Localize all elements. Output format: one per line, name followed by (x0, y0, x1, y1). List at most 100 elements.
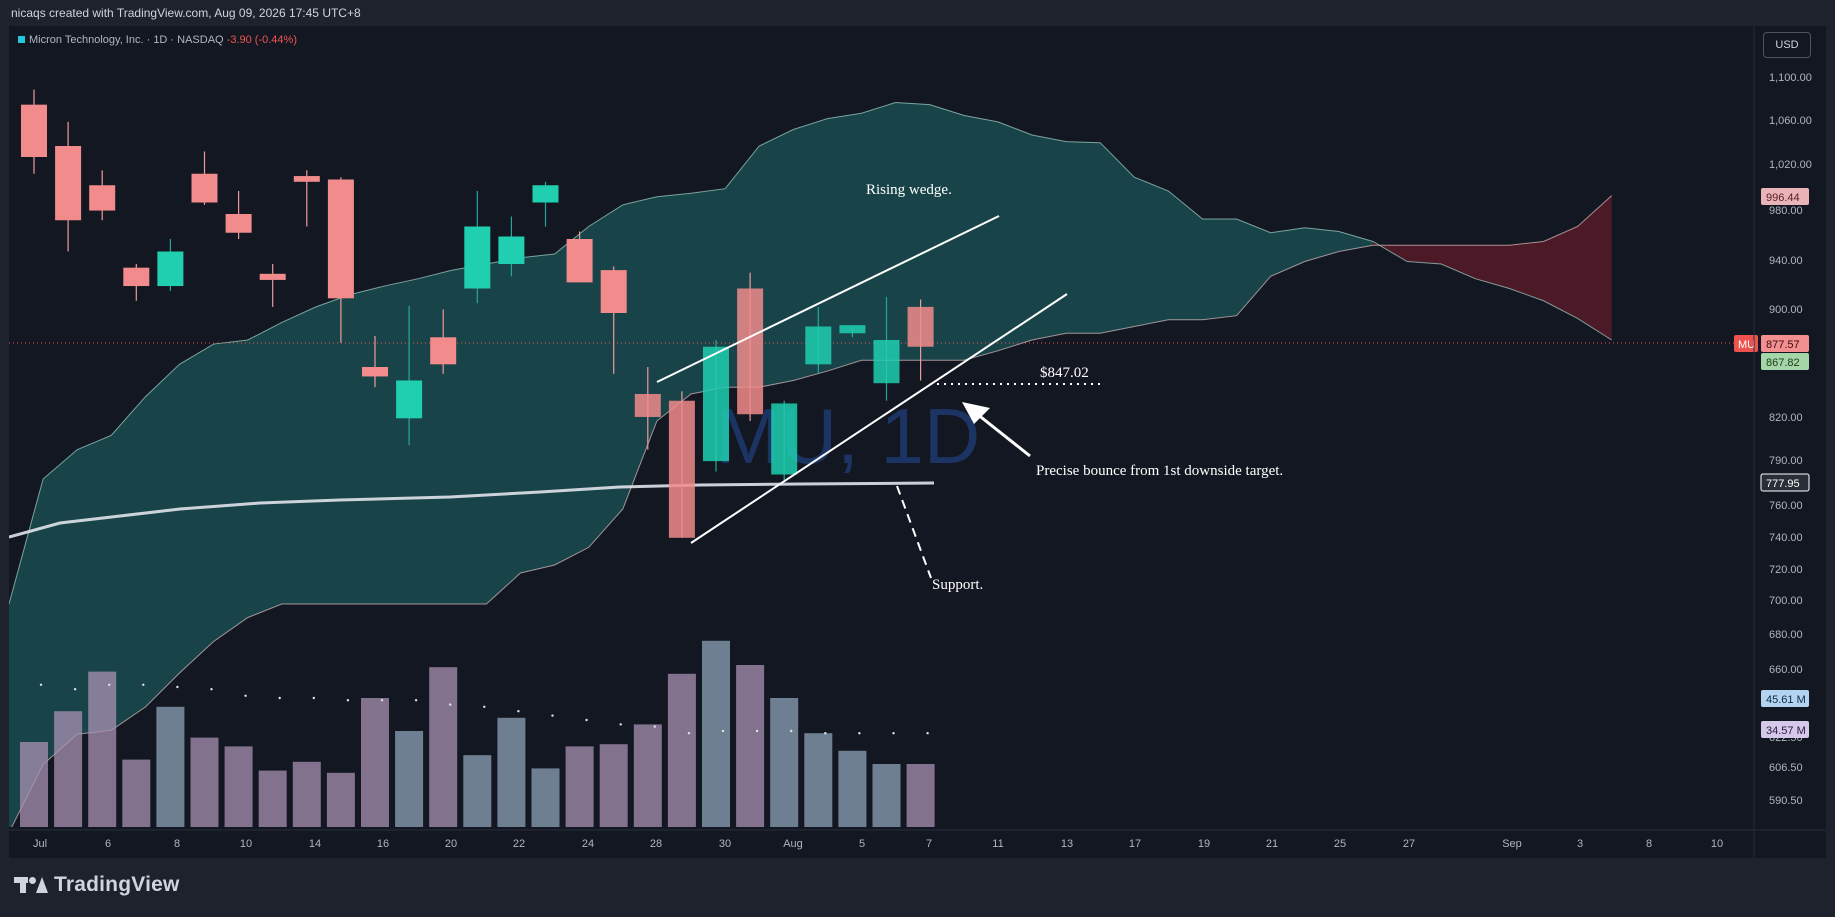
chart-panel[interactable] (9, 26, 1826, 858)
volume-ma-dot (142, 683, 145, 686)
price-axis-label-text: 34.57 M (1766, 725, 1806, 737)
candle-body (771, 403, 798, 475)
volume-ma-dot (278, 696, 281, 700)
y-axis-tick-label: 740.00 (1769, 532, 1803, 544)
candle (532, 181, 559, 227)
x-axis-tick-label: 13 (1061, 838, 1073, 850)
x-axis-tick-label: 25 (1334, 838, 1346, 850)
volume-ma-dot (108, 683, 111, 686)
volume-ma-dot (39, 683, 43, 686)
symbol-name: Micron Technology, Inc. · 1D · NASDAQ (29, 34, 224, 46)
x-axis-tick-label: 10 (240, 838, 252, 850)
candle-body (634, 394, 661, 417)
candle (191, 151, 218, 205)
volume-bar (463, 755, 492, 827)
moving-average-line (9, 481, 935, 539)
volume-bar (736, 665, 765, 827)
volume-bar (633, 724, 662, 827)
candle (396, 305, 423, 446)
symbol-color-dot (18, 36, 25, 43)
volume-ma-dot (824, 732, 827, 735)
candle (89, 170, 116, 221)
candle (634, 367, 661, 450)
volume-ma-dot (517, 710, 520, 713)
volume-bar (326, 772, 355, 827)
y-axis-tick-label: 606.50 (1769, 762, 1803, 774)
candle-body (225, 214, 252, 233)
x-axis-tick-label: 8 (1646, 838, 1652, 850)
volume-ma-dot (551, 714, 554, 717)
price-axis-label-text: 777.95 (1766, 478, 1800, 490)
x-axis-tick-label: 7 (926, 838, 932, 850)
volume-ma-dot (210, 688, 213, 691)
y-axis-tick-label: 980.00 (1769, 205, 1803, 217)
candle (430, 309, 457, 374)
candle-body (566, 239, 593, 283)
x-axis-tick-label: 30 (719, 838, 731, 850)
candle (362, 335, 388, 388)
x-axis-tick-label: 3 (1577, 838, 1583, 850)
candle-body (293, 176, 320, 182)
volume-ma-dot (619, 723, 622, 726)
candle (907, 299, 934, 381)
x-axis-tick-label: 8 (174, 838, 180, 850)
candle (805, 306, 832, 374)
y-axis-tick-label: 820.00 (1769, 412, 1803, 424)
volume-ma-dot (483, 705, 486, 708)
x-axis-tick-label: 24 (582, 838, 594, 850)
x-axis-tick-label: 14 (309, 838, 321, 850)
price-axis-label-bg (1760, 473, 1810, 492)
symbol-legend[interactable]: Micron Technology, Inc. · 1D · NASDAQ -3… (18, 34, 297, 46)
price-axis-label-text: 877.57 (1766, 339, 1800, 351)
price-axis-label-bg (1761, 188, 1809, 205)
ichimoku-cloud-bear (1373, 195, 1612, 340)
y-axis-tick-label: 1,100.00 (1769, 72, 1812, 84)
candle-body (737, 288, 764, 415)
x-axis-tick-label: 5 (859, 838, 865, 850)
candle (703, 340, 729, 472)
y-axis-tick-label: 660.00 (1769, 664, 1803, 676)
volume-ma-dot (585, 718, 588, 722)
x-axis-tick-label: Sep (1502, 838, 1522, 850)
candle (839, 325, 866, 338)
candle-body (873, 340, 900, 384)
price-axis-label-bg (1761, 690, 1809, 707)
candle-body (498, 236, 525, 264)
volume-bar (804, 733, 833, 827)
price-axis-label: 877.57 (1761, 335, 1809, 352)
volume-ma-dot (790, 729, 793, 733)
y-axis-tick-label: 700.00 (1769, 595, 1803, 607)
cloud-lower-line (11, 195, 1613, 827)
volume-ma-dot (414, 699, 418, 702)
volume-ma-dot (244, 694, 247, 697)
x-axis-tick-label: 16 (377, 838, 389, 850)
candle (259, 264, 286, 307)
chart-annotation: Rising wedge. (866, 182, 952, 198)
currency-button[interactable]: USD (1763, 32, 1811, 58)
volume-bar (770, 698, 799, 827)
candle (464, 191, 491, 304)
volume-ma-dot (721, 729, 725, 733)
wedge-lower-trendline (690, 293, 1068, 544)
price-axis-label: 867.82 (1761, 353, 1809, 370)
candle-body (55, 146, 82, 221)
brand-name: TradingView (54, 873, 180, 896)
candle-body (600, 270, 627, 313)
price-axis-label-text: 45.61 M (1766, 694, 1806, 706)
price-axis-label-text: MU (1738, 339, 1755, 351)
cloud-upper-line (9, 101, 1612, 605)
volume-bar (531, 768, 560, 827)
candle (327, 177, 354, 343)
candle (123, 264, 150, 301)
x-axis-tick-label: 11 (992, 838, 1003, 850)
candle-body (362, 367, 388, 377)
x-axis-tick-label: 27 (1403, 838, 1415, 850)
candle-body (464, 226, 491, 289)
volume-bar (190, 737, 219, 827)
chart-annotation: $847.02 (1040, 365, 1089, 381)
chart-annotation: Precise bounce from 1st downside target. (1036, 463, 1283, 479)
tradingview-logo[interactable]: TradingView (14, 873, 180, 897)
y-axis-tick-label: 590.50 (1769, 795, 1803, 807)
